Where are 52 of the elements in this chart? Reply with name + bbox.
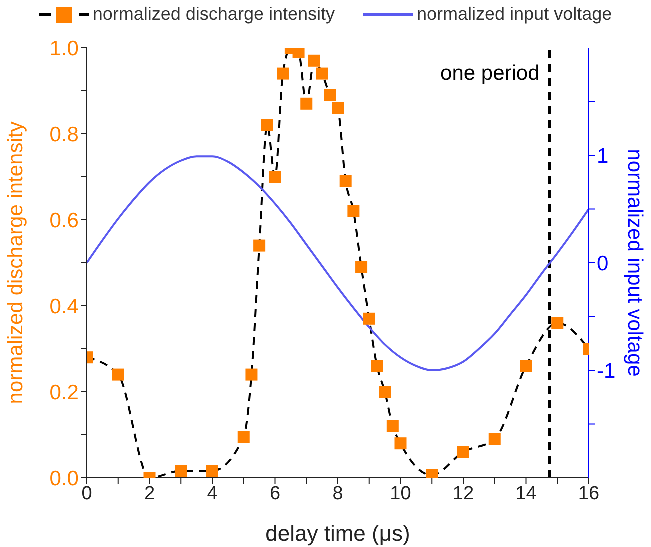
point xyxy=(520,360,532,372)
x-tick-label: 16 xyxy=(578,483,600,504)
legend-label: normalized discharge intensity xyxy=(92,4,335,25)
y-tick-label: 0.6 xyxy=(50,209,79,232)
x-tick-label: 12 xyxy=(452,483,474,504)
point xyxy=(246,368,258,381)
point xyxy=(386,420,399,432)
point xyxy=(348,205,360,218)
x-tick-label: 0 xyxy=(82,483,92,504)
y-tick-label: 0.0 xyxy=(50,467,79,490)
point xyxy=(371,360,384,372)
x-tick-label: 10 xyxy=(390,483,412,504)
point xyxy=(277,68,290,80)
point xyxy=(112,368,124,381)
x-tick-label: 8 xyxy=(332,483,344,504)
y2-tick-label: -1 xyxy=(597,360,616,383)
point xyxy=(332,102,344,114)
x-tick-label: 2 xyxy=(144,483,156,504)
y-tick-label: 0.4 xyxy=(50,295,80,318)
y-tick-label: 0.8 xyxy=(50,123,79,146)
point xyxy=(308,54,320,67)
y-tick-label: 1.0 xyxy=(50,37,79,60)
point xyxy=(300,98,313,110)
x-tick-label: 4 xyxy=(207,483,218,504)
point xyxy=(292,48,305,58)
line-series xyxy=(87,156,589,372)
y2-axis-title: normalized input voltage xyxy=(624,149,646,377)
point xyxy=(458,446,470,458)
x-tick-label: 14 xyxy=(516,483,538,504)
point xyxy=(552,317,564,330)
x-tick-label: 6 xyxy=(270,483,281,504)
y2-tick-label: 1 xyxy=(597,144,609,168)
point xyxy=(324,89,336,102)
point xyxy=(394,438,407,450)
point xyxy=(238,431,250,444)
legend-label: normalized input voltage xyxy=(417,4,612,25)
x-axis-title: delay time (μs) xyxy=(266,521,410,546)
point xyxy=(363,312,376,325)
ref-line-label: one period xyxy=(440,62,540,85)
point xyxy=(316,68,328,80)
point xyxy=(206,465,218,478)
y-tick-label: 0.2 xyxy=(50,381,79,404)
point xyxy=(269,171,282,183)
point xyxy=(261,119,274,132)
y-axis-title: normalized discharge intensity xyxy=(4,121,28,404)
point xyxy=(175,465,188,478)
point xyxy=(488,433,501,446)
point xyxy=(356,261,368,274)
point xyxy=(254,240,266,252)
point xyxy=(340,175,352,188)
y2-tick-label: 0 xyxy=(597,252,609,276)
point xyxy=(379,386,392,398)
